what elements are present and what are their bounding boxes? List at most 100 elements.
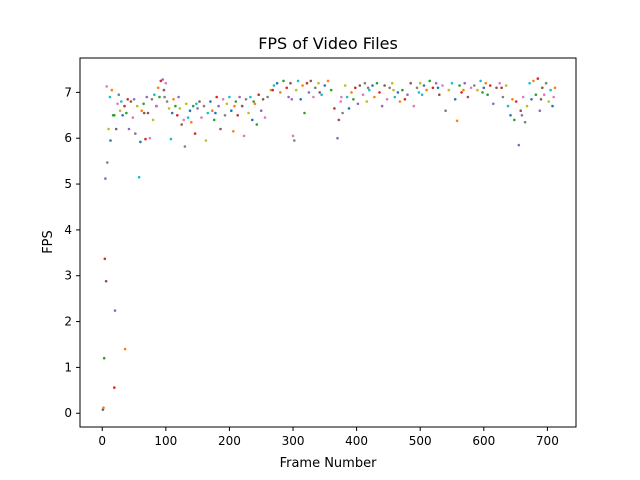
data-point [453,98,457,101]
data-point [358,84,362,87]
data-point [345,95,349,99]
data-point [244,98,248,101]
data-point [517,143,521,147]
data-point [340,95,343,99]
data-point [309,79,313,83]
data-point [170,111,174,115]
data-point [479,79,482,83]
data-point [177,95,180,99]
y-tick-label: 7 [64,85,72,99]
data-point [473,84,476,87]
data-point [129,100,133,103]
data-point [396,91,400,94]
data-point [431,86,435,90]
data-point [536,77,540,80]
data-point [296,79,300,83]
data-point [151,118,155,122]
data-point [337,118,341,122]
y-tick-label: 5 [64,177,72,191]
data-point [255,123,259,126]
data-point [294,88,298,92]
data-point [525,104,529,108]
data-point [214,111,217,115]
data-point [378,91,381,94]
data-point [520,114,524,117]
data-point [469,86,473,90]
data-point [279,91,282,94]
data-point [307,91,311,94]
data-point [495,86,498,90]
data-point [504,84,508,87]
data-point [102,356,106,360]
data-point [183,145,187,148]
data-point [434,81,438,85]
data-point [172,98,175,101]
data-point [436,86,440,90]
data-point [125,111,128,115]
data-point [127,127,131,131]
data-point [373,95,376,99]
chart-title: FPS of Video Files [258,34,398,53]
data-point [538,109,542,112]
data-point [553,86,557,90]
data-point [314,86,317,90]
data-point [206,111,210,115]
data-point [132,98,136,101]
scatter-points [101,77,557,411]
data-point [476,88,479,92]
data-point [318,91,322,94]
data-point [116,102,119,106]
data-point [104,177,107,180]
data-point [135,104,139,108]
data-point [107,127,110,131]
data-point [544,81,548,85]
y-tick-label: 3 [64,269,72,283]
data-point [148,136,152,140]
data-point [236,114,239,117]
data-point [211,109,214,112]
data-point [365,100,369,103]
data-point [271,88,275,92]
data-point [174,104,177,108]
data-point [142,102,145,106]
data-point [253,102,257,106]
data-point [481,91,484,94]
data-point [463,81,467,85]
data-point [398,100,402,103]
data-point [534,93,538,96]
data-point [293,139,296,142]
x-tick-label: 300 [282,434,305,448]
data-point [388,86,392,90]
x-tick-label: 0 [98,434,106,448]
data-point [301,84,304,87]
data-point [363,81,367,85]
data-point [511,98,514,101]
data-point [188,109,192,112]
data-point [532,79,535,83]
data-point [422,84,426,87]
data-point [428,79,432,83]
data-point [176,114,179,117]
data-point [303,111,306,115]
data-point [103,257,107,261]
data-point [290,98,294,101]
data-point [202,104,206,108]
data-point [521,95,525,99]
data-point [547,100,550,103]
data-point [354,86,357,90]
data-point [109,139,112,142]
x-tick-label: 500 [409,434,432,448]
data-point [102,406,105,410]
data-point [145,95,149,99]
x-axis-ticks: 0 100 200 300 400 500 600 700 [98,427,559,448]
data-point [263,116,267,119]
data-point [140,109,143,112]
data-point [142,111,146,115]
x-tick-label: 100 [154,434,177,448]
data-point [219,127,222,131]
data-point [341,111,344,115]
y-axis-ticks: 0 1 2 3 4 5 6 7 [64,85,80,420]
data-point [552,95,555,99]
data-point [155,104,159,108]
data-point [460,91,463,94]
